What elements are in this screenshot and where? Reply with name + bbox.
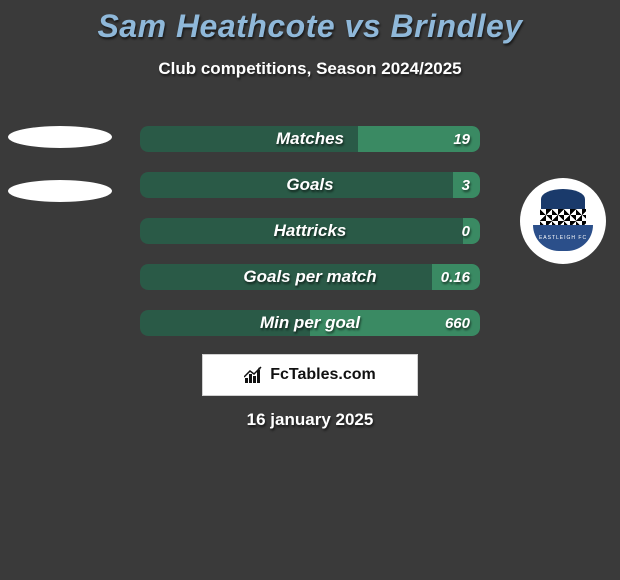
bar-chart-icon bbox=[244, 366, 264, 384]
page-title: Sam Heathcote vs Brindley bbox=[0, 0, 620, 45]
player1-logo-placeholder bbox=[8, 126, 112, 148]
stat-row: Matches19 bbox=[140, 126, 480, 152]
bar-label: Matches bbox=[140, 126, 480, 152]
player2-club-badge: EASTLEIGH FC bbox=[520, 178, 606, 264]
bar-label: Goals per match bbox=[140, 264, 480, 290]
stat-row: Goals per match0.16 bbox=[140, 264, 480, 290]
crest-ring-text: EASTLEIGH FC bbox=[539, 235, 587, 241]
bar-value-right: 0 bbox=[462, 218, 470, 244]
bar-value-right: 3 bbox=[462, 172, 470, 198]
bar-value-right: 660 bbox=[445, 310, 470, 336]
page-subtitle: Club competitions, Season 2024/2025 bbox=[0, 59, 620, 79]
bar-value-right: 19 bbox=[453, 126, 470, 152]
stat-row: Min per goal660 bbox=[140, 310, 480, 336]
footer-brand-text: FcTables.com bbox=[270, 366, 376, 384]
bar-label: Goals bbox=[140, 172, 480, 198]
footer-brand-box: FcTables.com bbox=[202, 354, 418, 396]
bar-value-right: 0.16 bbox=[441, 264, 470, 290]
player1-flag-placeholder bbox=[8, 180, 112, 202]
stat-row: Hattricks0 bbox=[140, 218, 480, 244]
comparison-bars: Matches19 Goals3 Hattricks0 Goals per match… bbox=[140, 126, 480, 356]
bar-label: Hattricks bbox=[140, 218, 480, 244]
bar-label: Min per goal bbox=[140, 310, 480, 336]
stat-row: Goals3 bbox=[140, 172, 480, 198]
eastleigh-crest-icon: EASTLEIGH FC bbox=[531, 189, 595, 253]
left-player-badges bbox=[8, 126, 112, 234]
date-text: 16 january 2025 bbox=[0, 410, 620, 430]
